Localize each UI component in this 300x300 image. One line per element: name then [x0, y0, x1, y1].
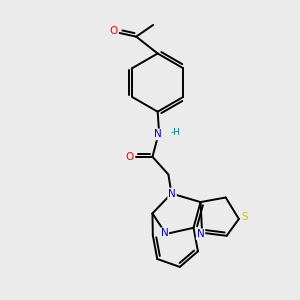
- Text: N: N: [168, 188, 176, 199]
- Text: O: O: [110, 26, 118, 36]
- Text: S: S: [241, 212, 248, 222]
- Text: N: N: [154, 129, 161, 140]
- Text: O: O: [125, 152, 134, 162]
- Text: N: N: [160, 228, 168, 238]
- Text: -H: -H: [171, 128, 181, 137]
- Text: N: N: [197, 229, 204, 239]
